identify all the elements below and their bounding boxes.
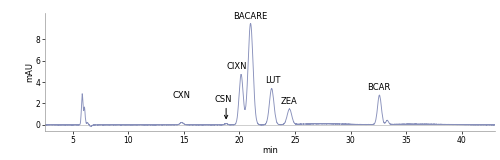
Text: CIXN: CIXN bbox=[227, 62, 248, 71]
Text: BCAR: BCAR bbox=[366, 83, 390, 92]
Text: LUT: LUT bbox=[265, 76, 280, 85]
Text: CSN: CSN bbox=[214, 95, 232, 104]
Y-axis label: mAU: mAU bbox=[25, 62, 34, 82]
Text: CXN: CXN bbox=[172, 91, 190, 100]
Text: BACARE: BACARE bbox=[234, 12, 268, 21]
Text: ZEA: ZEA bbox=[281, 97, 298, 106]
X-axis label: min: min bbox=[262, 146, 278, 156]
